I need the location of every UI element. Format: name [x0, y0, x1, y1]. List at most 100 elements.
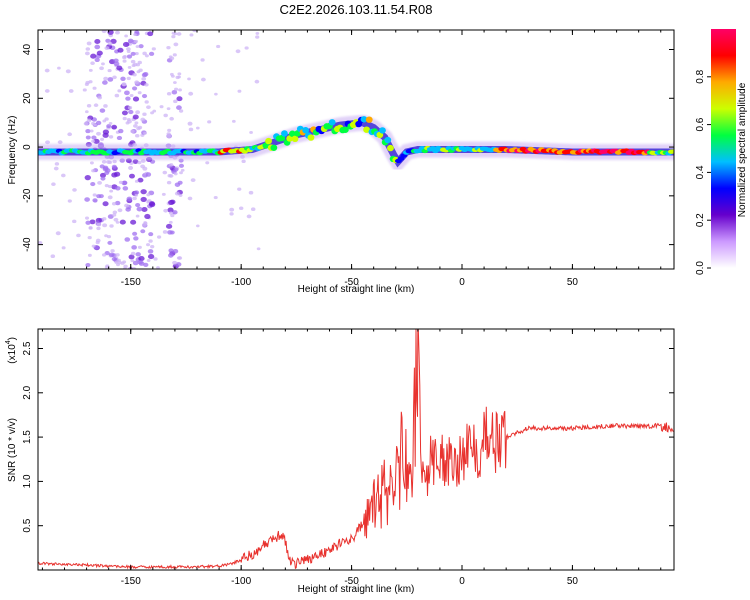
spectrogram-speckle	[118, 180, 124, 185]
snr-y-axis-label: SNR (10 * v/v)	[7, 418, 18, 482]
colorbar-tick-label: 0.8	[695, 69, 706, 83]
x-tick-label: -100	[231, 277, 251, 288]
spectrogram-speckle	[173, 99, 178, 104]
spectrogram-speckle	[144, 100, 149, 104]
spectrogram-speckle	[128, 109, 134, 115]
spectrogram-speckle	[131, 86, 138, 91]
spectrogram-speckle	[134, 52, 139, 56]
spectrogram-speckle	[173, 167, 179, 172]
spectrogram-panel: -150 -100 -50 0 50 -40 -20 0 20 40 Height of str…	[7, 29, 675, 295]
spectrogram-speckle	[96, 226, 101, 231]
y-tick-label: 2.0	[22, 385, 33, 399]
spectrogram-speckle	[132, 260, 139, 266]
spectrogram-speckle	[112, 213, 117, 217]
spectrogram-speckle	[97, 180, 102, 185]
spectrogram-speckle	[166, 180, 172, 185]
spectrogram-speckle	[169, 163, 174, 167]
spectrogram-speckle	[177, 256, 183, 260]
spectrogram-speckle	[91, 244, 96, 248]
spectrogram-speckle	[180, 168, 185, 172]
spectrogram-speckle	[138, 44, 144, 49]
spectrogram-speckle	[229, 212, 234, 216]
spectrogram-speckle	[161, 192, 166, 196]
spectrogram-speckle	[84, 197, 90, 202]
x-tick-label: 0	[459, 576, 465, 587]
spectrogram-speckle	[65, 69, 71, 74]
spectrogram-speckle	[205, 161, 210, 165]
y-tick-label: 20	[22, 92, 33, 104]
spectrogram-speckle	[89, 129, 94, 133]
snr-panel: -150 -100 -50 0 50 0.5 1.0 1.5 2.0 2.5 Height of…	[5, 328, 675, 595]
spectrogram-ridge-blob	[365, 116, 373, 123]
y-tick-label: 0	[22, 144, 33, 150]
spectrogram-ridge-blob	[289, 130, 296, 137]
spectrogram-speckle	[146, 243, 151, 247]
spectrogram-speckle	[90, 61, 95, 66]
figure-title: C2E2.2026.103.11.54.R08	[280, 2, 433, 17]
spectrogram-speckle	[55, 231, 61, 236]
spectrogram-speckle	[134, 179, 139, 183]
spectrogram-speckle	[108, 121, 113, 125]
spectrogram-speckle	[149, 201, 155, 206]
spectrogram-speckle	[98, 194, 104, 199]
spectrogram-speckle	[85, 128, 91, 134]
spectrogram-speckle	[111, 257, 117, 262]
spectrogram-speckle	[94, 39, 101, 44]
spectrogram-speckle	[102, 217, 107, 221]
spectrogram-speckle	[93, 103, 99, 108]
spectrogram-speckle	[126, 117, 131, 122]
spectrogram-speckle	[130, 219, 137, 225]
spectrogram-speckle	[134, 193, 139, 197]
spectrogram-speckle	[88, 68, 93, 72]
spectrogram-speckle	[108, 135, 114, 139]
spectrogram-speckle	[163, 208, 168, 213]
spectrogram-ridge-blob	[379, 127, 386, 134]
spectrogram-speckle	[89, 219, 96, 225]
spectrogram-ridge-blob	[670, 149, 674, 154]
spectrogram-speckle	[250, 207, 256, 211]
spectrogram-speckle	[190, 178, 196, 183]
y-tick-label: -40	[22, 237, 33, 252]
spectrogram-frame	[37, 29, 675, 270]
spectrogram-speckle	[114, 200, 121, 206]
spectrogram-speckle	[146, 259, 151, 262]
spectrogram-speckle	[89, 161, 94, 165]
spectrogram-speckle	[85, 47, 91, 51]
spectrogram-speckle	[104, 170, 110, 176]
spectrogram-ridge-blob	[363, 126, 370, 133]
spectrogram-speckle	[102, 223, 108, 228]
spectrogram-speckle	[140, 229, 146, 234]
spectrogram-speckle	[144, 213, 151, 219]
spectrogram-speckle	[45, 140, 50, 145]
spectrogram-speckle	[145, 172, 152, 177]
spectrogram-ridge-blob	[360, 116, 368, 123]
spectrogram-speckle	[84, 82, 89, 86]
spectrogram-speckle	[86, 104, 92, 108]
spectrogram-speckle	[166, 134, 172, 139]
spectrogram-speckle	[96, 131, 101, 136]
spectrogram-ridge-blob	[302, 127, 310, 134]
spectrogram-speckle	[140, 117, 146, 122]
spectrogram-speckle	[84, 175, 91, 181]
spectrogram-speckle	[207, 120, 212, 124]
x-tick-label: 50	[567, 576, 579, 587]
spectrogram-speckle	[172, 260, 178, 265]
spectrogram-speckle	[200, 58, 205, 62]
spectrogram-speckle	[122, 41, 130, 48]
spectrogram-speckle	[216, 44, 221, 49]
spectrogram-speckle	[44, 68, 50, 73]
spectrogram-speckle	[132, 114, 139, 120]
spectrogram-speckle	[168, 199, 175, 206]
spectrogram-speckle	[131, 63, 136, 68]
spectrogram-speckle	[195, 126, 200, 130]
spectrogram-speckle	[168, 55, 173, 59]
spectrogram-speckle	[150, 244, 155, 249]
spectrogram-speckle	[124, 34, 128, 38]
spectrogram-speckle	[82, 88, 87, 92]
spectrogram-speckle	[255, 35, 260, 39]
spectrogram-speckle	[93, 138, 100, 144]
spectrogram-speckle	[177, 180, 183, 185]
spectrogram-speckle	[124, 203, 130, 208]
spectrogram-speckle	[112, 159, 117, 164]
spectrogram-speckle	[135, 110, 141, 115]
